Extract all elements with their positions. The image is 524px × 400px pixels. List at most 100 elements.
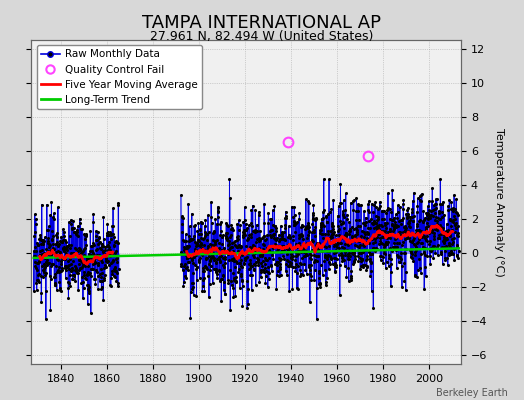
Point: [322, 214, 331, 220]
Point: [406, 246, 414, 253]
Point: [400, 250, 408, 256]
Point: [375, 202, 384, 209]
Point: [67, 261, 75, 267]
Point: [204, 273, 212, 279]
Point: [398, 284, 406, 290]
Point: [34, 242, 42, 248]
Point: [361, 231, 369, 238]
Point: [375, 231, 384, 237]
Point: [421, 224, 430, 230]
Point: [436, 201, 445, 207]
Point: [182, 242, 191, 249]
Point: [259, 241, 268, 248]
Point: [258, 253, 266, 260]
Point: [252, 246, 260, 253]
Point: [52, 287, 61, 294]
Point: [193, 228, 202, 234]
Point: [244, 266, 253, 272]
Point: [289, 218, 298, 224]
Point: [239, 229, 248, 235]
Point: [272, 247, 281, 254]
Point: [395, 229, 403, 235]
Point: [351, 252, 359, 259]
Point: [221, 291, 230, 297]
Point: [385, 205, 394, 212]
Point: [429, 206, 437, 213]
Point: [349, 234, 357, 240]
Point: [385, 263, 393, 269]
Point: [453, 230, 462, 236]
Point: [398, 232, 406, 238]
Point: [441, 231, 449, 238]
Point: [371, 199, 379, 206]
Point: [50, 210, 58, 216]
Point: [369, 245, 377, 251]
Point: [427, 248, 435, 254]
Point: [247, 220, 256, 226]
Point: [432, 196, 440, 202]
Point: [443, 229, 451, 235]
Point: [378, 222, 386, 229]
Point: [386, 216, 394, 222]
Point: [391, 236, 399, 242]
Point: [431, 250, 439, 256]
Point: [262, 268, 270, 274]
Point: [35, 236, 43, 242]
Point: [420, 286, 428, 292]
Point: [376, 253, 385, 260]
Point: [296, 273, 304, 279]
Point: [107, 235, 115, 242]
Point: [430, 236, 438, 242]
Point: [280, 248, 288, 254]
Point: [282, 272, 291, 278]
Point: [278, 230, 286, 237]
Point: [451, 216, 460, 222]
Point: [338, 258, 346, 264]
Point: [452, 209, 460, 216]
Point: [83, 257, 91, 264]
Point: [386, 228, 395, 234]
Point: [414, 228, 422, 234]
Point: [375, 205, 383, 212]
Point: [266, 228, 274, 234]
Point: [414, 227, 422, 233]
Point: [404, 228, 412, 234]
Point: [210, 229, 218, 235]
Point: [212, 260, 220, 266]
Point: [337, 252, 346, 258]
Point: [280, 244, 289, 250]
Point: [354, 258, 363, 264]
Point: [388, 244, 397, 250]
Point: [95, 240, 103, 246]
Point: [367, 268, 376, 274]
Point: [248, 263, 257, 270]
Point: [329, 197, 337, 204]
Point: [449, 207, 457, 214]
Point: [340, 214, 348, 220]
Point: [365, 198, 373, 204]
Point: [96, 271, 104, 277]
Point: [217, 234, 226, 240]
Point: [32, 280, 40, 286]
Point: [63, 243, 71, 249]
Point: [95, 234, 103, 241]
Point: [309, 238, 318, 244]
Point: [415, 218, 423, 224]
Point: [272, 228, 280, 234]
Point: [104, 229, 113, 236]
Point: [384, 232, 392, 239]
Point: [372, 213, 380, 219]
Point: [324, 210, 332, 217]
Point: [366, 273, 374, 279]
Point: [330, 269, 339, 275]
Point: [45, 227, 53, 233]
Legend: Raw Monthly Data, Quality Control Fail, Five Year Moving Average, Long-Term Tren: Raw Monthly Data, Quality Control Fail, …: [37, 45, 202, 109]
Point: [67, 220, 75, 227]
Point: [320, 243, 328, 250]
Point: [235, 260, 244, 266]
Point: [222, 234, 230, 241]
Point: [188, 280, 196, 286]
Point: [43, 227, 51, 233]
Point: [268, 268, 276, 275]
Point: [243, 254, 251, 260]
